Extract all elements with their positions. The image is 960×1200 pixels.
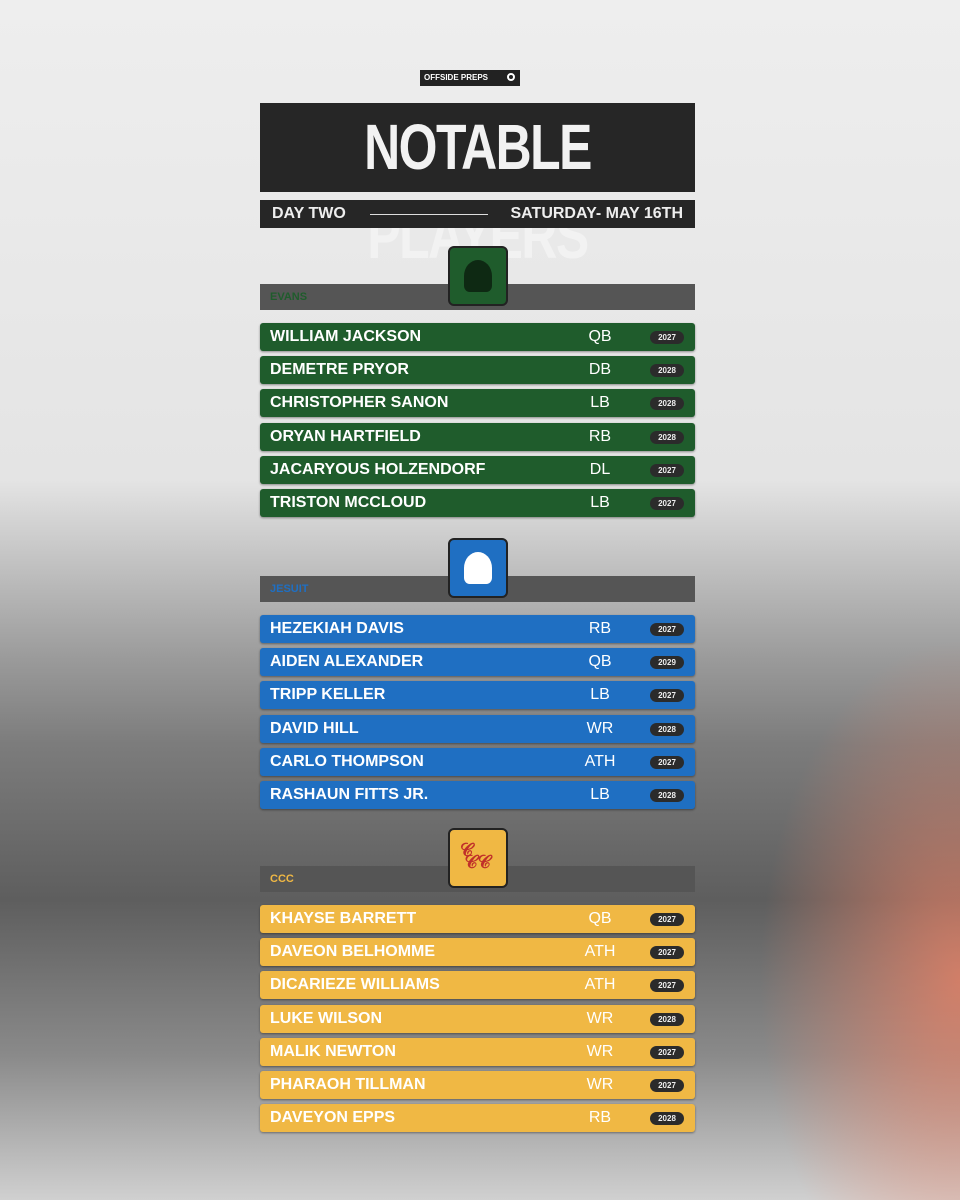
- player-position: QB: [588, 328, 612, 345]
- player-year: 2027: [650, 497, 684, 510]
- player-row: DAVID HILL WR 2028: [260, 714, 695, 743]
- player-name: DEMETRE PRYOR: [270, 361, 409, 379]
- player-position: LB: [590, 394, 610, 412]
- player-row: JACARYOUS HOLZENDORF DL 2027: [260, 455, 695, 484]
- player-row: TRIPP KELLER LB 2027: [260, 681, 695, 710]
- player-position: WR: [586, 1042, 614, 1060]
- player-name: KHAYSE BARRETT: [270, 910, 417, 927]
- player-year: 2027: [650, 463, 684, 477]
- player-position: LB: [590, 686, 610, 704]
- player-position: ATH: [584, 752, 616, 770]
- player-row: LUKE WILSON WR 2028: [260, 1004, 695, 1033]
- player-position: DL: [589, 460, 611, 478]
- player-year: 2027: [650, 1079, 684, 1092]
- player-position: RB: [588, 620, 612, 637]
- player-position: RB: [588, 427, 612, 445]
- player-row: DAVEYON EPPS RB 2028: [260, 1104, 695, 1133]
- player-name: CHRISTOPHER SANON: [270, 394, 449, 412]
- player-row: ORYAN HARTFIELD RB 2028: [260, 422, 695, 451]
- player-position: QB: [588, 653, 612, 671]
- player-name: DAVID HILL: [270, 719, 359, 737]
- player-year: 2027: [650, 946, 684, 960]
- logo-mark: [464, 552, 492, 584]
- logo-mark: [464, 260, 492, 292]
- player-row: AIDEN ALEXANDER QB 2029: [260, 648, 695, 677]
- player-name: TRIPP KELLER: [270, 686, 386, 704]
- player-name: MALIK NEWTON: [270, 1042, 396, 1060]
- player-name: AIDEN ALEXANDER: [270, 653, 424, 671]
- player-position: LB: [590, 786, 610, 803]
- player-position: DB: [588, 361, 612, 379]
- player-row: DICARIEZE WILLIAMS ATH 2027: [260, 971, 695, 1000]
- player-name: JACARYOUS HOLZENDORF: [270, 460, 486, 478]
- player-name: LUKE WILSON: [270, 1009, 382, 1027]
- player-year: 2028: [650, 1112, 684, 1126]
- divider: [370, 214, 488, 215]
- player-row: WILLIAM JACKSON QB 2027: [260, 323, 695, 351]
- day: DAY TWO: [272, 205, 346, 222]
- team-logo: 𝒞 𝒞𝒞: [448, 828, 508, 888]
- player-row: CHRISTOPHER SANON LB 2028: [260, 389, 695, 418]
- player-row: MALIK NEWTON WR 2027: [260, 1037, 695, 1066]
- player-name: WILLIAM JACKSON: [270, 328, 422, 345]
- player-position: LB: [590, 494, 610, 511]
- day-bar: DAY TWO SATURDAY- MAY 16TH: [260, 200, 695, 228]
- player-name: DICARIEZE WILLIAMS: [270, 976, 440, 994]
- player-year: 2027: [650, 1045, 684, 1059]
- player-name: TRISTON MCCLOUD: [270, 494, 427, 511]
- player-year: 2027: [650, 913, 684, 926]
- team-logo: [448, 538, 508, 598]
- player-position: ATH: [584, 943, 616, 961]
- team-logo: [448, 246, 508, 306]
- player-row: CARLO THOMPSON ATH 2027: [260, 747, 695, 776]
- player-year: 2027: [650, 979, 684, 993]
- player-position: WR: [586, 1076, 614, 1093]
- player-name: CARLO THOMPSON: [270, 752, 424, 770]
- player-year: 2027: [650, 755, 684, 769]
- player-year: 2029: [650, 656, 684, 670]
- player-row: PHARAOH TILLMAN WR 2027: [260, 1071, 695, 1099]
- player-position: RB: [588, 1109, 612, 1127]
- player-year: 2028: [650, 397, 684, 411]
- player-year: 2027: [650, 689, 684, 703]
- player-year: 2028: [650, 364, 684, 378]
- player-name: PHARAOH TILLMAN: [270, 1076, 426, 1093]
- player-year: 2027: [650, 623, 684, 636]
- player-year: 2027: [650, 331, 684, 344]
- player-name: HEZEKIAH DAVIS: [270, 620, 404, 637]
- player-name: DAVEYON EPPS: [270, 1109, 396, 1127]
- player-year: 2028: [650, 789, 684, 802]
- title: NOTABLE PLAYERS: [260, 103, 695, 272]
- player-year: 2028: [650, 722, 684, 736]
- player-position: WR: [586, 719, 614, 737]
- player-name: DAVEON BELHOMME: [270, 943, 436, 961]
- brand: OFFSIDE PREPS: [420, 70, 520, 86]
- logo-glyph: 𝒞 𝒞𝒞: [460, 840, 491, 872]
- player-row: RASHAUN FITTS JR. LB 2028: [260, 781, 695, 809]
- brand-icon: [507, 73, 515, 81]
- player-position: WR: [586, 1009, 614, 1027]
- player-row: KHAYSE BARRETT QB 2027: [260, 905, 695, 933]
- player-position: QB: [588, 910, 612, 927]
- player-row: HEZEKIAH DAVIS RB 2027: [260, 615, 695, 643]
- player-row: DEMETRE PRYOR DB 2028: [260, 356, 695, 385]
- player-row: DAVEON BELHOMME ATH 2027: [260, 938, 695, 967]
- player-position: ATH: [584, 976, 616, 994]
- player-name: RASHAUN FITTS JR.: [270, 786, 429, 803]
- player-row: TRISTON MCCLOUD LB 2027: [260, 489, 695, 517]
- player-year: 2028: [650, 1012, 684, 1026]
- logo-mark: 𝒞 𝒞𝒞: [460, 841, 491, 876]
- player-year: 2028: [650, 430, 684, 444]
- player-name: ORYAN HARTFIELD: [270, 427, 421, 445]
- date: SATURDAY- MAY 16TH: [510, 205, 684, 222]
